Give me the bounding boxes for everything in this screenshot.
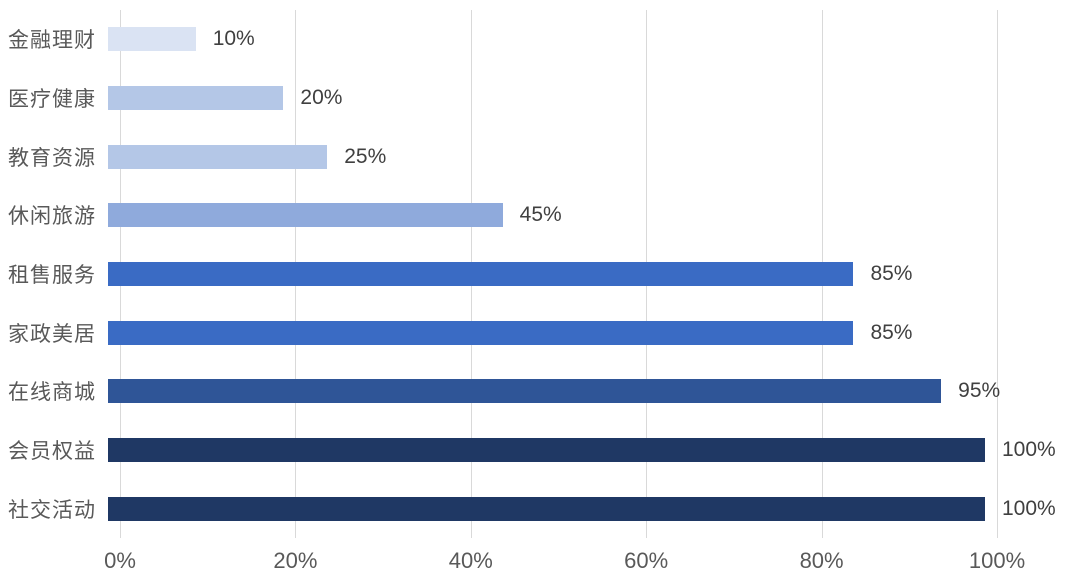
bar	[108, 262, 854, 287]
bar	[108, 203, 503, 228]
bar-track: 85%	[108, 303, 985, 362]
chart-row: 在线商城 95%	[0, 362, 1080, 421]
chart-row: 家政美居 85%	[0, 303, 1080, 362]
x-axis-tick-label: 0%	[104, 548, 136, 573]
value-label: 20%	[300, 86, 343, 109]
value-label: 100%	[1002, 496, 1056, 520]
category-label: 金融理财	[8, 29, 96, 53]
chart-row: 会员权益 100%	[0, 421, 1080, 480]
value-label: 85%	[870, 320, 913, 344]
bar-track: 85%	[108, 245, 985, 304]
bar	[108, 320, 854, 345]
x-axis-tick-label: 40%	[448, 548, 493, 573]
chart-row: 金融理财 10%	[0, 10, 1080, 69]
x-axis-tick-label: 20%	[273, 548, 318, 573]
category-label: 家政美居	[8, 322, 96, 346]
value-label: 85%	[870, 262, 913, 286]
bar-track: 100%	[108, 479, 1056, 538]
chart-row: 休闲旅游 45%	[0, 186, 1080, 245]
bar	[108, 144, 328, 169]
category-label: 教育资源	[8, 146, 96, 170]
bar	[108, 496, 985, 521]
value-label: 95%	[958, 379, 1001, 403]
bar-track: 100%	[108, 421, 1056, 480]
x-axis: 0% 20% 40% 60% 80% 100%	[0, 548, 1080, 578]
bar	[108, 438, 985, 463]
value-label: 10%	[212, 27, 255, 51]
bar	[108, 27, 196, 52]
category-label: 社交活动	[8, 498, 96, 522]
category-label: 在线商城	[8, 381, 96, 405]
category-label: 休闲旅游	[8, 205, 96, 229]
value-label: 45%	[519, 203, 562, 227]
bar-track: 10%	[108, 10, 985, 69]
x-axis-tick-label: 100%	[968, 548, 1026, 573]
bar-track: 45%	[108, 186, 985, 245]
chart-rows: 金融理财 10% 医疗健康 20% 教育资源 25% 休闲旅游 45% 租售服务 85% 家政美居 8…	[0, 10, 1080, 538]
chart-row: 医疗健康 20%	[0, 69, 1080, 128]
bar-track: 20%	[108, 69, 985, 128]
bar-track: 25%	[108, 127, 985, 186]
x-axis-tick-label: 80%	[799, 548, 844, 573]
value-label: 100%	[1002, 438, 1056, 462]
x-axis-tick-label: 60%	[624, 548, 669, 573]
chart-row: 租售服务 85%	[0, 245, 1080, 304]
category-label: 租售服务	[8, 264, 96, 288]
bar	[108, 379, 942, 404]
chart-row: 社交活动 100%	[0, 479, 1080, 538]
chart-row: 教育资源 25%	[0, 127, 1080, 186]
category-label: 会员权益	[8, 440, 96, 464]
value-label: 25%	[344, 144, 387, 168]
category-label: 医疗健康	[8, 88, 96, 111]
bar-track: 95%	[108, 362, 1000, 421]
bar	[108, 86, 284, 110]
